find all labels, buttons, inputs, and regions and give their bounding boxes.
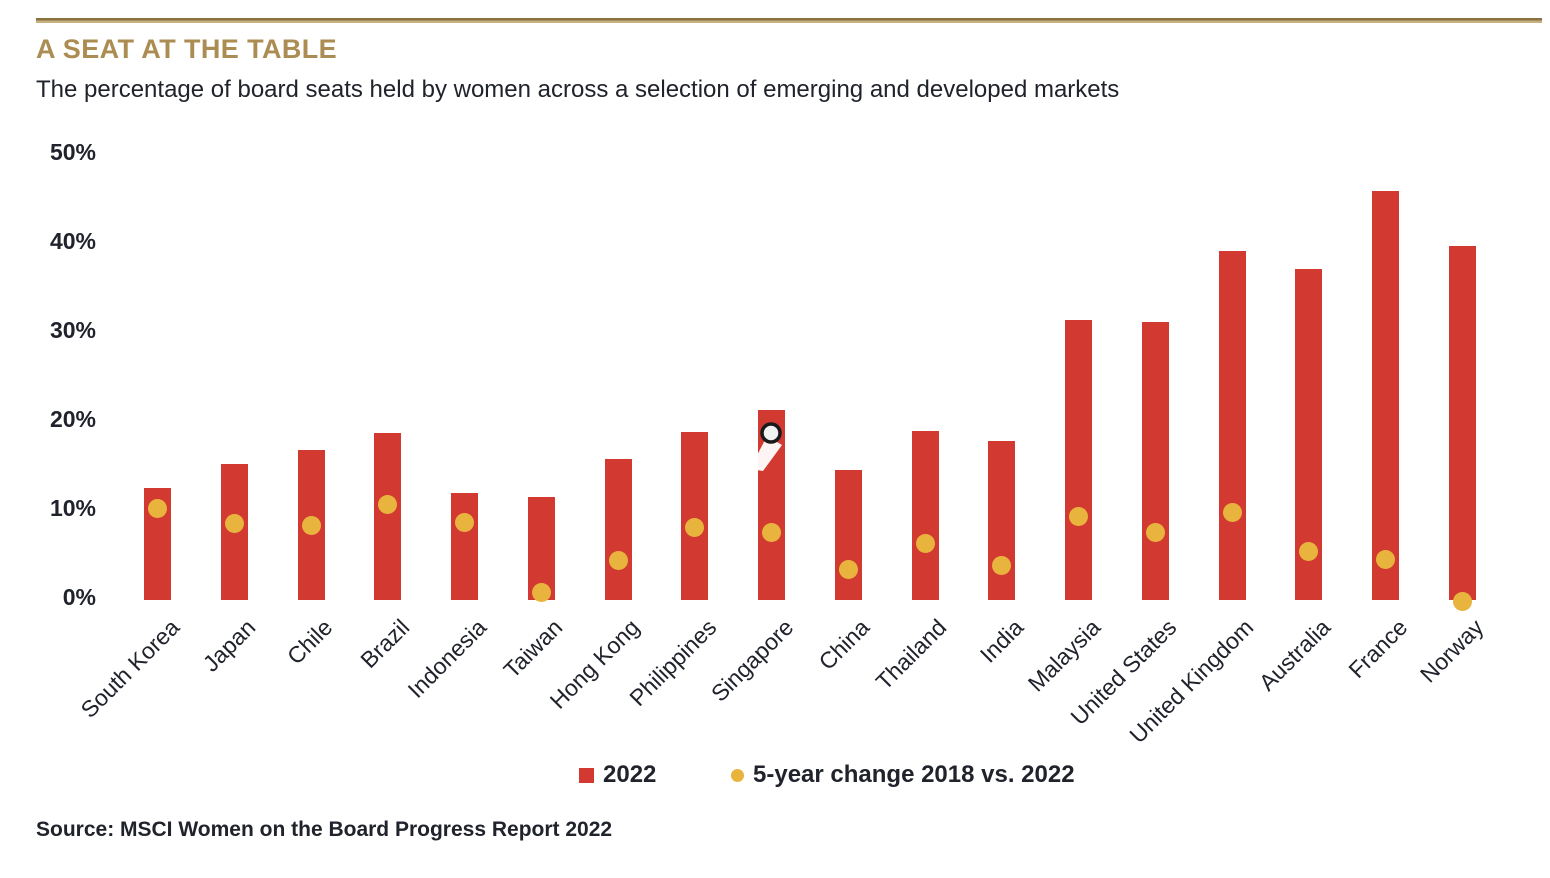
- bar-united-kingdom: [1218, 251, 1246, 600]
- y-axis-tick: 40%: [49, 228, 96, 254]
- change-dot-taiwan: [531, 583, 551, 603]
- x-axis-label: Singapore: [705, 614, 798, 707]
- x-axis-label: South Korea: [75, 614, 184, 723]
- change-dot-thailand: [915, 534, 935, 554]
- change-dot-united-kingdom: [1222, 503, 1242, 523]
- bar-france: [1372, 190, 1400, 600]
- change-dot-south-korea: [148, 498, 167, 518]
- x-axis-label: Norway: [1415, 614, 1489, 688]
- change-dot-japan: [224, 513, 244, 533]
- chart-subtitle: The percentage of board seats held by wo…: [36, 76, 1120, 103]
- x-axis-label: Japan: [197, 614, 261, 677]
- x-axis-label: Taiwan: [498, 614, 568, 684]
- bar-brazil: [374, 432, 402, 600]
- change-dot-malaysia: [1069, 506, 1089, 526]
- legend-gold-dot-icon: [731, 768, 744, 782]
- bar-india: [988, 440, 1016, 600]
- change-dot-brazil: [378, 495, 398, 515]
- y-axis-tick: 10%: [49, 495, 96, 521]
- change-dot-indonesia: [455, 513, 475, 533]
- mouse-cursor: [750, 422, 782, 471]
- x-axis-label: Brazil: [355, 614, 415, 674]
- change-dot-australia: [1299, 541, 1319, 561]
- legend-red-square-icon: [579, 767, 594, 783]
- bar-united-states: [1141, 322, 1169, 600]
- x-axis-label: France: [1343, 614, 1413, 684]
- y-axis-tick: 30%: [49, 317, 96, 343]
- page-title: A SEAT AT THE TABLE: [36, 34, 338, 64]
- legend-item-change: 5-year change 2018 vs. 2022: [731, 760, 1075, 790]
- change-dot-india: [992, 555, 1012, 575]
- x-axis-label: China: [813, 614, 875, 675]
- bar-china: [834, 470, 862, 600]
- change-dot-singapore: [762, 522, 782, 542]
- source-line: Source: MSCI Women on the Board Progress…: [36, 818, 613, 841]
- bar-indonesia: [451, 493, 479, 600]
- legend-label: 2022: [603, 761, 657, 788]
- bar-thailand: [911, 430, 939, 600]
- x-axis-label: Thailand: [870, 614, 952, 695]
- bar-norway: [1448, 245, 1476, 600]
- bar-hong-kong: [604, 459, 632, 600]
- bar-taiwan: [527, 496, 555, 600]
- legend-label: 5-year change 2018 vs. 2022: [753, 761, 1075, 788]
- change-dot-china: [838, 560, 858, 580]
- x-axis-label: Indonesia: [401, 614, 491, 703]
- x-axis-label: India: [974, 614, 1029, 668]
- change-dot-chile: [301, 515, 321, 535]
- change-dot-philippines: [685, 518, 705, 538]
- change-dot-norway: [1452, 592, 1472, 612]
- bar-philippines: [681, 431, 709, 600]
- legend-item-2022: 2022: [579, 760, 656, 790]
- change-dot-france: [1376, 549, 1396, 569]
- x-axis-label: Chile: [281, 614, 338, 670]
- change-dot-united-states: [1145, 522, 1165, 542]
- change-dot-hong-kong: [608, 551, 628, 571]
- x-axis-label: Australia: [1253, 614, 1336, 696]
- y-axis-tick: 0%: [62, 584, 96, 610]
- y-axis-tick: 50%: [49, 139, 96, 165]
- bar-malaysia: [1065, 319, 1093, 600]
- y-axis-tick: 20%: [49, 406, 96, 432]
- gold-divider-rule: [36, 18, 1542, 23]
